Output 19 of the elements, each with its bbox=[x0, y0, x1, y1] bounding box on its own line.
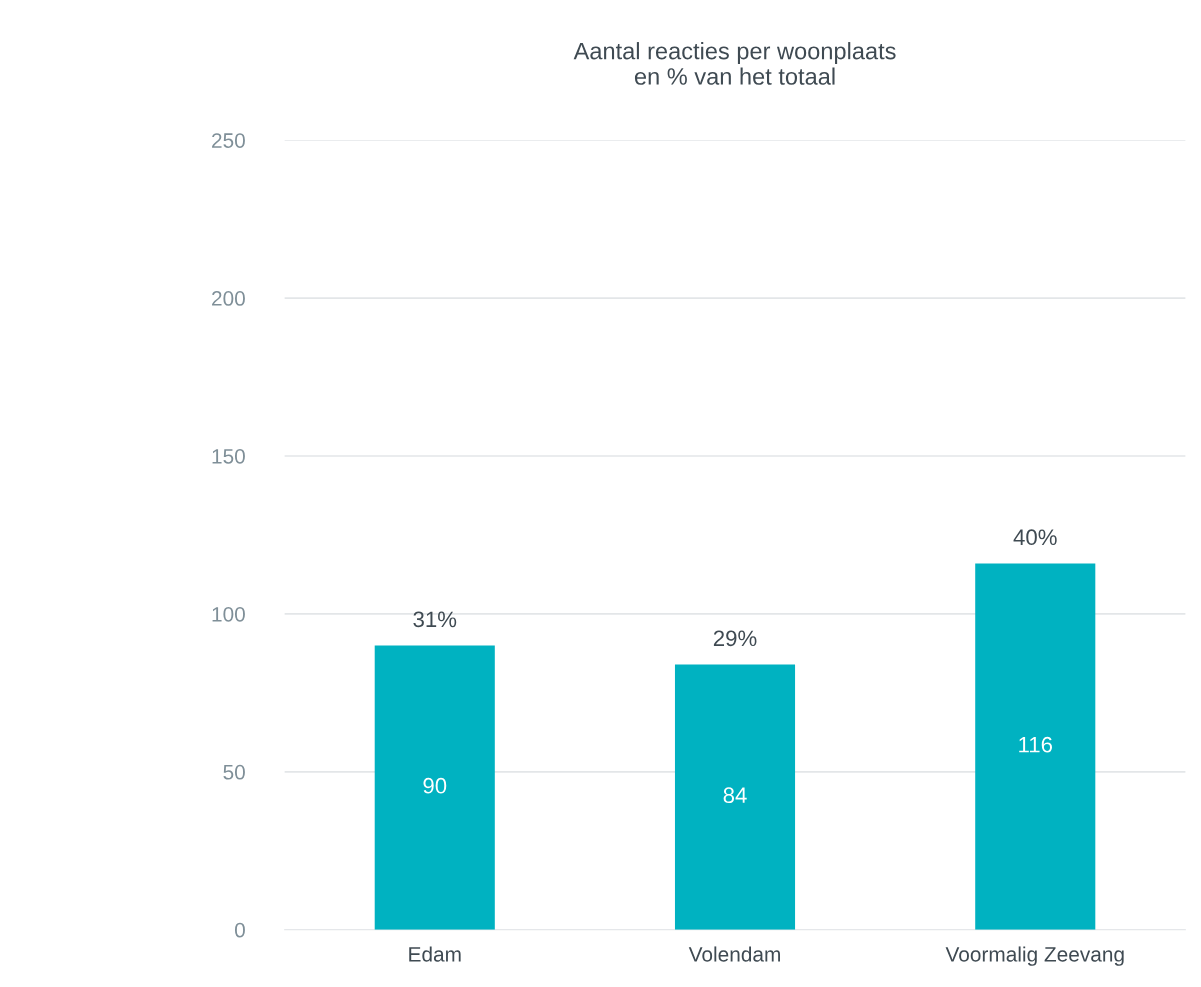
annotation: 31% bbox=[413, 611, 457, 628]
x-tick-label: Voormalig Zeevang bbox=[945, 946, 1124, 966]
annotation: 40% bbox=[1013, 529, 1057, 546]
data-label: 116 bbox=[1019, 736, 1053, 753]
y-tick-label: 100 bbox=[212, 606, 245, 622]
x-tick-label: Edam bbox=[409, 946, 461, 962]
data-label: 90 bbox=[423, 777, 447, 794]
data-label: 84 bbox=[723, 787, 747, 804]
bar bbox=[674, 664, 796, 930]
bar bbox=[374, 645, 495, 930]
bar bbox=[975, 563, 1096, 930]
y-tick-label: 250 bbox=[212, 133, 245, 148]
y-tick-label: 0 bbox=[234, 922, 245, 938]
y-tick-label: 150 bbox=[212, 449, 245, 464]
x-tick-label: Volendam bbox=[688, 946, 780, 962]
y-tick-label: 50 bbox=[223, 764, 245, 780]
chart-title: Aantal reacties per woonplaats en % van het totaal bbox=[573, 42, 896, 85]
y-tick-label: 200 bbox=[212, 291, 245, 306]
annotation: 29% bbox=[713, 630, 757, 647]
